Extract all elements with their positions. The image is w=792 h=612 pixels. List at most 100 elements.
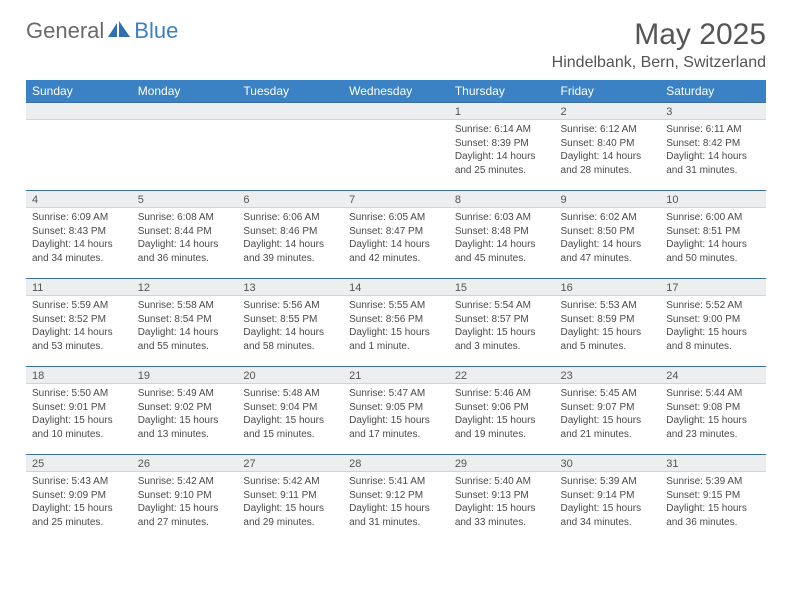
day-number: 25: [26, 454, 132, 472]
daylight-text: Daylight: 15 hours and 3 minutes.: [455, 326, 549, 353]
sunset-text: Sunset: 9:10 PM: [138, 489, 232, 503]
calendar-day-cell: 23Sunrise: 5:45 AMSunset: 9:07 PMDayligh…: [555, 366, 661, 454]
calendar-table: SundayMondayTuesdayWednesdayThursdayFrid…: [26, 80, 766, 542]
day-header: Sunday: [26, 80, 132, 102]
sunrise-text: Sunrise: 5:49 AM: [138, 387, 232, 401]
day-number: 27: [237, 454, 343, 472]
day-content: Sunrise: 5:45 AMSunset: 9:07 PMDaylight:…: [555, 384, 661, 445]
day-number: 20: [237, 366, 343, 384]
calendar-day-cell: 26Sunrise: 5:42 AMSunset: 9:10 PMDayligh…: [132, 454, 238, 542]
calendar-day-cell: [343, 102, 449, 190]
sunrise-text: Sunrise: 5:44 AM: [666, 387, 760, 401]
day-content: Sunrise: 5:39 AMSunset: 9:14 PMDaylight:…: [555, 472, 661, 533]
sunset-text: Sunset: 8:59 PM: [561, 313, 655, 327]
calendar-day-cell: 16Sunrise: 5:53 AMSunset: 8:59 PMDayligh…: [555, 278, 661, 366]
calendar-day-cell: 15Sunrise: 5:54 AMSunset: 8:57 PMDayligh…: [449, 278, 555, 366]
sunset-text: Sunset: 8:50 PM: [561, 225, 655, 239]
day-header: Tuesday: [237, 80, 343, 102]
day-number: 15: [449, 278, 555, 296]
sunrise-text: Sunrise: 6:06 AM: [243, 211, 337, 225]
sunrise-text: Sunrise: 5:59 AM: [32, 299, 126, 313]
sunset-text: Sunset: 9:04 PM: [243, 401, 337, 415]
sunrise-text: Sunrise: 5:42 AM: [138, 475, 232, 489]
daylight-text: Daylight: 15 hours and 27 minutes.: [138, 502, 232, 529]
calendar-day-cell: 8Sunrise: 6:03 AMSunset: 8:48 PMDaylight…: [449, 190, 555, 278]
day-content: Sunrise: 5:53 AMSunset: 8:59 PMDaylight:…: [555, 296, 661, 357]
day-number: 5: [132, 190, 238, 208]
calendar-day-cell: 3Sunrise: 6:11 AMSunset: 8:42 PMDaylight…: [660, 102, 766, 190]
sunset-text: Sunset: 8:57 PM: [455, 313, 549, 327]
daylight-text: Daylight: 15 hours and 33 minutes.: [455, 502, 549, 529]
calendar-day-cell: 31Sunrise: 5:39 AMSunset: 9:15 PMDayligh…: [660, 454, 766, 542]
day-number: 1: [449, 102, 555, 120]
day-content: Sunrise: 5:40 AMSunset: 9:13 PMDaylight:…: [449, 472, 555, 533]
day-content: Sunrise: 5:48 AMSunset: 9:04 PMDaylight:…: [237, 384, 343, 445]
sunset-text: Sunset: 8:42 PM: [666, 137, 760, 151]
sunset-text: Sunset: 8:47 PM: [349, 225, 443, 239]
day-header: Thursday: [449, 80, 555, 102]
calendar-body: 1Sunrise: 6:14 AMSunset: 8:39 PMDaylight…: [26, 102, 766, 542]
sunset-text: Sunset: 8:44 PM: [138, 225, 232, 239]
daylight-text: Daylight: 14 hours and 36 minutes.: [138, 238, 232, 265]
daylight-text: Daylight: 15 hours and 1 minute.: [349, 326, 443, 353]
calendar-day-cell: 13Sunrise: 5:56 AMSunset: 8:55 PMDayligh…: [237, 278, 343, 366]
calendar-day-cell: 22Sunrise: 5:46 AMSunset: 9:06 PMDayligh…: [449, 366, 555, 454]
sunrise-text: Sunrise: 5:41 AM: [349, 475, 443, 489]
sunset-text: Sunset: 9:06 PM: [455, 401, 549, 415]
calendar-day-cell: 29Sunrise: 5:40 AMSunset: 9:13 PMDayligh…: [449, 454, 555, 542]
day-number: 24: [660, 366, 766, 384]
sunset-text: Sunset: 8:40 PM: [561, 137, 655, 151]
day-number: 12: [132, 278, 238, 296]
sunrise-text: Sunrise: 6:12 AM: [561, 123, 655, 137]
day-content: Sunrise: 6:09 AMSunset: 8:43 PMDaylight:…: [26, 208, 132, 269]
day-content: Sunrise: 6:14 AMSunset: 8:39 PMDaylight:…: [449, 120, 555, 181]
day-content: Sunrise: 5:56 AMSunset: 8:55 PMDaylight:…: [237, 296, 343, 357]
calendar-day-cell: [237, 102, 343, 190]
daylight-text: Daylight: 15 hours and 13 minutes.: [138, 414, 232, 441]
day-content: Sunrise: 5:50 AMSunset: 9:01 PMDaylight:…: [26, 384, 132, 445]
sunrise-text: Sunrise: 5:48 AM: [243, 387, 337, 401]
day-number: 4: [26, 190, 132, 208]
daylight-text: Daylight: 15 hours and 5 minutes.: [561, 326, 655, 353]
sunrise-text: Sunrise: 5:56 AM: [243, 299, 337, 313]
day-content: Sunrise: 5:47 AMSunset: 9:05 PMDaylight:…: [343, 384, 449, 445]
sunrise-text: Sunrise: 5:39 AM: [666, 475, 760, 489]
sunset-text: Sunset: 9:07 PM: [561, 401, 655, 415]
day-number: [132, 102, 238, 120]
calendar-day-cell: 6Sunrise: 6:06 AMSunset: 8:46 PMDaylight…: [237, 190, 343, 278]
calendar-day-cell: 10Sunrise: 6:00 AMSunset: 8:51 PMDayligh…: [660, 190, 766, 278]
day-content: Sunrise: 6:06 AMSunset: 8:46 PMDaylight:…: [237, 208, 343, 269]
sunset-text: Sunset: 8:56 PM: [349, 313, 443, 327]
day-number: [343, 102, 449, 120]
sunrise-text: Sunrise: 6:14 AM: [455, 123, 549, 137]
day-number: 28: [343, 454, 449, 472]
day-number: 2: [555, 102, 661, 120]
daylight-text: Daylight: 14 hours and 55 minutes.: [138, 326, 232, 353]
calendar-day-cell: 27Sunrise: 5:42 AMSunset: 9:11 PMDayligh…: [237, 454, 343, 542]
day-content: Sunrise: 5:49 AMSunset: 9:02 PMDaylight:…: [132, 384, 238, 445]
day-content: Sunrise: 5:42 AMSunset: 9:10 PMDaylight:…: [132, 472, 238, 533]
day-content: Sunrise: 5:44 AMSunset: 9:08 PMDaylight:…: [660, 384, 766, 445]
day-content: Sunrise: 5:55 AMSunset: 8:56 PMDaylight:…: [343, 296, 449, 357]
sunset-text: Sunset: 9:00 PM: [666, 313, 760, 327]
day-content: Sunrise: 5:46 AMSunset: 9:06 PMDaylight:…: [449, 384, 555, 445]
sunrise-text: Sunrise: 6:09 AM: [32, 211, 126, 225]
sunrise-text: Sunrise: 5:55 AM: [349, 299, 443, 313]
sunrise-text: Sunrise: 6:02 AM: [561, 211, 655, 225]
sunset-text: Sunset: 8:39 PM: [455, 137, 549, 151]
day-content: Sunrise: 6:12 AMSunset: 8:40 PMDaylight:…: [555, 120, 661, 181]
sunset-text: Sunset: 8:54 PM: [138, 313, 232, 327]
sunset-text: Sunset: 9:14 PM: [561, 489, 655, 503]
sunset-text: Sunset: 9:09 PM: [32, 489, 126, 503]
daylight-text: Daylight: 14 hours and 50 minutes.: [666, 238, 760, 265]
daylight-text: Daylight: 15 hours and 31 minutes.: [349, 502, 443, 529]
daylight-text: Daylight: 14 hours and 58 minutes.: [243, 326, 337, 353]
calendar-day-cell: 30Sunrise: 5:39 AMSunset: 9:14 PMDayligh…: [555, 454, 661, 542]
day-number: 16: [555, 278, 661, 296]
daylight-text: Daylight: 14 hours and 42 minutes.: [349, 238, 443, 265]
logo-text-b: Blue: [134, 18, 178, 44]
sunset-text: Sunset: 9:01 PM: [32, 401, 126, 415]
daylight-text: Daylight: 15 hours and 23 minutes.: [666, 414, 760, 441]
sunrise-text: Sunrise: 6:03 AM: [455, 211, 549, 225]
day-content: Sunrise: 6:08 AMSunset: 8:44 PMDaylight:…: [132, 208, 238, 269]
